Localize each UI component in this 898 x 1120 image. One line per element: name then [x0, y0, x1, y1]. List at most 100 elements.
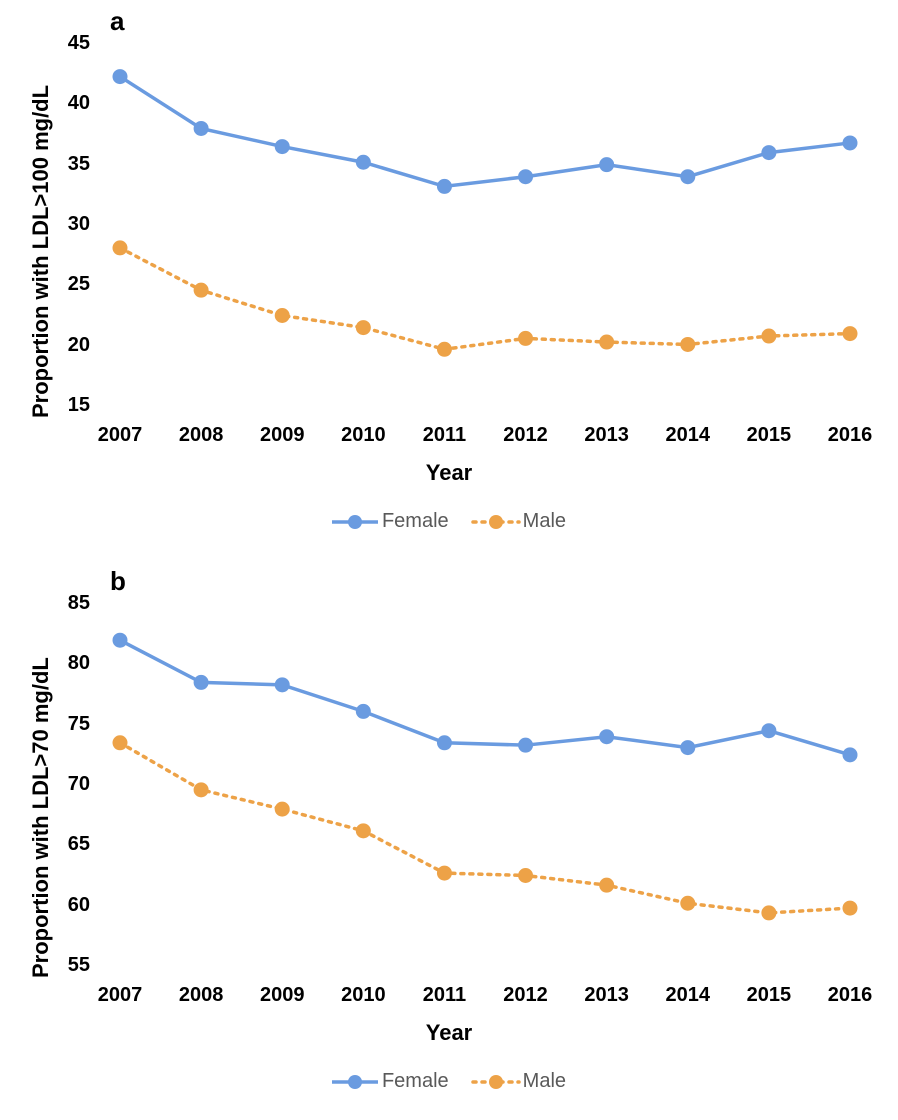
series-marker-female: [761, 145, 776, 160]
panel-b: b Proportion with LDL>70 mg/dL 556065707…: [0, 560, 898, 1120]
panel-b-y-axis-label: Proportion with LDL>70 mg/dL: [28, 657, 54, 978]
series-marker-female: [843, 747, 858, 762]
series-marker-female: [518, 738, 533, 753]
x-tick-label: 2015: [739, 984, 799, 1007]
y-tick-label: 30: [40, 213, 90, 236]
panel-a-plot: [100, 30, 870, 420]
legend-swatch-male: [473, 1075, 519, 1089]
x-tick-label: 2016: [820, 984, 880, 1007]
series-marker-female: [761, 723, 776, 738]
y-tick-label: 25: [40, 273, 90, 296]
y-tick-label: 70: [40, 773, 90, 796]
series-marker-female: [356, 704, 371, 719]
panel-a-x-axis-label: Year: [0, 460, 898, 486]
x-tick-label: 2015: [739, 424, 799, 447]
series-marker-male: [680, 896, 695, 911]
x-tick-label: 2014: [658, 984, 718, 1007]
series-marker-male: [843, 901, 858, 916]
series-marker-male: [437, 342, 452, 357]
series-marker-female: [599, 157, 614, 172]
x-tick-label: 2012: [496, 424, 556, 447]
series-line-female: [120, 640, 850, 755]
y-tick-label: 35: [40, 153, 90, 176]
x-tick-label: 2010: [333, 424, 393, 447]
legend-item-female: Female: [332, 510, 449, 533]
series-marker-male: [356, 823, 371, 838]
series-marker-female: [599, 729, 614, 744]
figure: a Proportion with LDL>100 mg/dL 15202530…: [0, 0, 898, 1120]
y-tick-label: 45: [40, 32, 90, 55]
series-marker-female: [437, 735, 452, 750]
x-tick-label: 2007: [90, 984, 150, 1007]
series-marker-female: [518, 169, 533, 184]
panel-b-plot: [100, 590, 870, 980]
panel-b-legend: Female Male: [0, 1070, 898, 1093]
series-marker-male: [761, 329, 776, 344]
series-marker-male: [113, 240, 128, 255]
panel-a-legend: Female Male: [0, 510, 898, 533]
y-tick-label: 40: [40, 92, 90, 115]
x-tick-label: 2016: [820, 424, 880, 447]
x-tick-label: 2008: [171, 424, 231, 447]
y-tick-label: 65: [40, 833, 90, 856]
series-marker-male: [275, 802, 290, 817]
series-marker-female: [275, 139, 290, 154]
legend-item-male: Male: [473, 510, 566, 533]
legend-label-female: Female: [382, 510, 449, 533]
series-line-male: [120, 743, 850, 913]
series-marker-female: [113, 633, 128, 648]
legend-label-male: Male: [523, 1070, 566, 1093]
y-tick-label: 75: [40, 713, 90, 736]
panel-a-y-axis-label: Proportion with LDL>100 mg/dL: [28, 85, 54, 418]
series-marker-male: [437, 866, 452, 881]
series-line-male: [120, 248, 850, 349]
x-tick-label: 2011: [414, 984, 474, 1007]
y-tick-label: 60: [40, 894, 90, 917]
legend-swatch-female: [332, 1075, 378, 1089]
series-marker-female: [680, 169, 695, 184]
legend-swatch-female: [332, 515, 378, 529]
x-tick-label: 2013: [577, 424, 637, 447]
x-tick-label: 2009: [252, 424, 312, 447]
x-tick-label: 2011: [414, 424, 474, 447]
legend-item-male: Male: [473, 1070, 566, 1093]
series-marker-female: [194, 675, 209, 690]
x-tick-label: 2008: [171, 984, 231, 1007]
series-marker-male: [113, 735, 128, 750]
y-tick-label: 80: [40, 652, 90, 675]
x-tick-label: 2013: [577, 984, 637, 1007]
series-marker-male: [194, 782, 209, 797]
series-marker-female: [113, 69, 128, 84]
y-tick-label: 15: [40, 394, 90, 417]
series-marker-male: [599, 335, 614, 350]
series-marker-male: [194, 283, 209, 298]
series-marker-female: [356, 155, 371, 170]
series-marker-male: [599, 878, 614, 893]
x-tick-label: 2007: [90, 424, 150, 447]
panel-b-x-axis-label: Year: [0, 1020, 898, 1046]
series-marker-male: [518, 868, 533, 883]
x-tick-label: 2010: [333, 984, 393, 1007]
series-marker-male: [275, 308, 290, 323]
panel-a: a Proportion with LDL>100 mg/dL 15202530…: [0, 0, 898, 560]
series-marker-female: [275, 677, 290, 692]
series-marker-male: [761, 905, 776, 920]
legend-swatch-male: [473, 515, 519, 529]
y-tick-label: 55: [40, 954, 90, 977]
x-tick-label: 2014: [658, 424, 718, 447]
series-marker-male: [843, 326, 858, 341]
series-marker-male: [518, 331, 533, 346]
series-marker-female: [680, 740, 695, 755]
series-marker-female: [194, 121, 209, 136]
x-tick-label: 2012: [496, 984, 556, 1007]
legend-item-female: Female: [332, 1070, 449, 1093]
series-marker-male: [680, 337, 695, 352]
series-marker-female: [437, 179, 452, 194]
series-line-female: [120, 77, 850, 187]
y-tick-label: 20: [40, 334, 90, 357]
legend-label-male: Male: [523, 510, 566, 533]
series-marker-female: [843, 135, 858, 150]
x-tick-label: 2009: [252, 984, 312, 1007]
legend-label-female: Female: [382, 1070, 449, 1093]
y-tick-label: 85: [40, 592, 90, 615]
